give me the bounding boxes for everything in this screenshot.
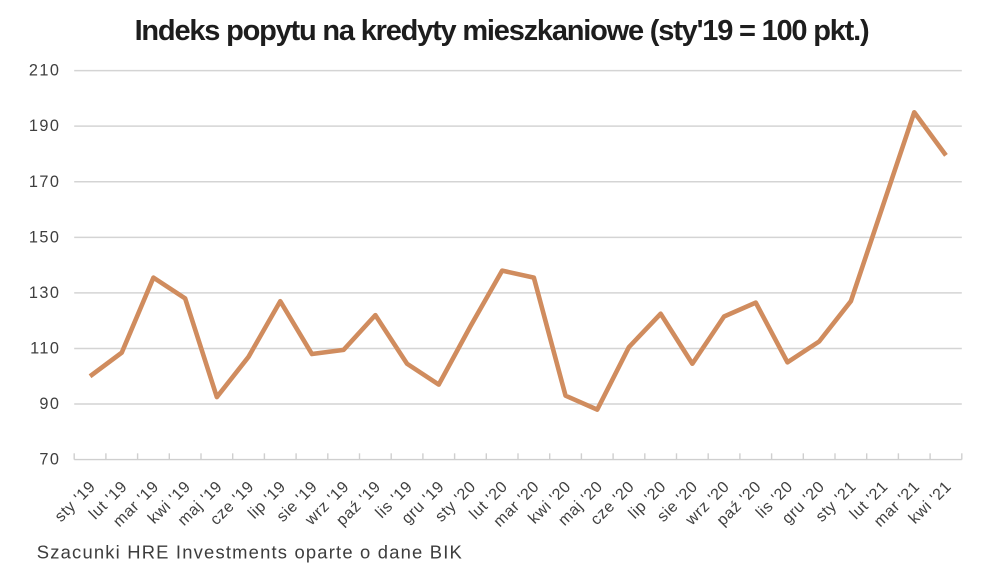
svg-text:150: 150 xyxy=(29,228,60,246)
svg-text:Indeks popytu na kredyty miesz: Indeks popytu na kredyty mieszkaniowe (s… xyxy=(135,15,869,47)
svg-text:190: 190 xyxy=(29,117,60,135)
svg-text:130: 130 xyxy=(29,284,60,302)
svg-text:170: 170 xyxy=(29,173,60,191)
svg-text:70: 70 xyxy=(39,451,60,469)
svg-text:Szacunki HRE Investments opart: Szacunki HRE Investments oparte o dane B… xyxy=(37,541,463,562)
svg-text:90: 90 xyxy=(39,395,60,413)
svg-text:210: 210 xyxy=(29,62,60,80)
svg-text:110: 110 xyxy=(30,339,60,357)
